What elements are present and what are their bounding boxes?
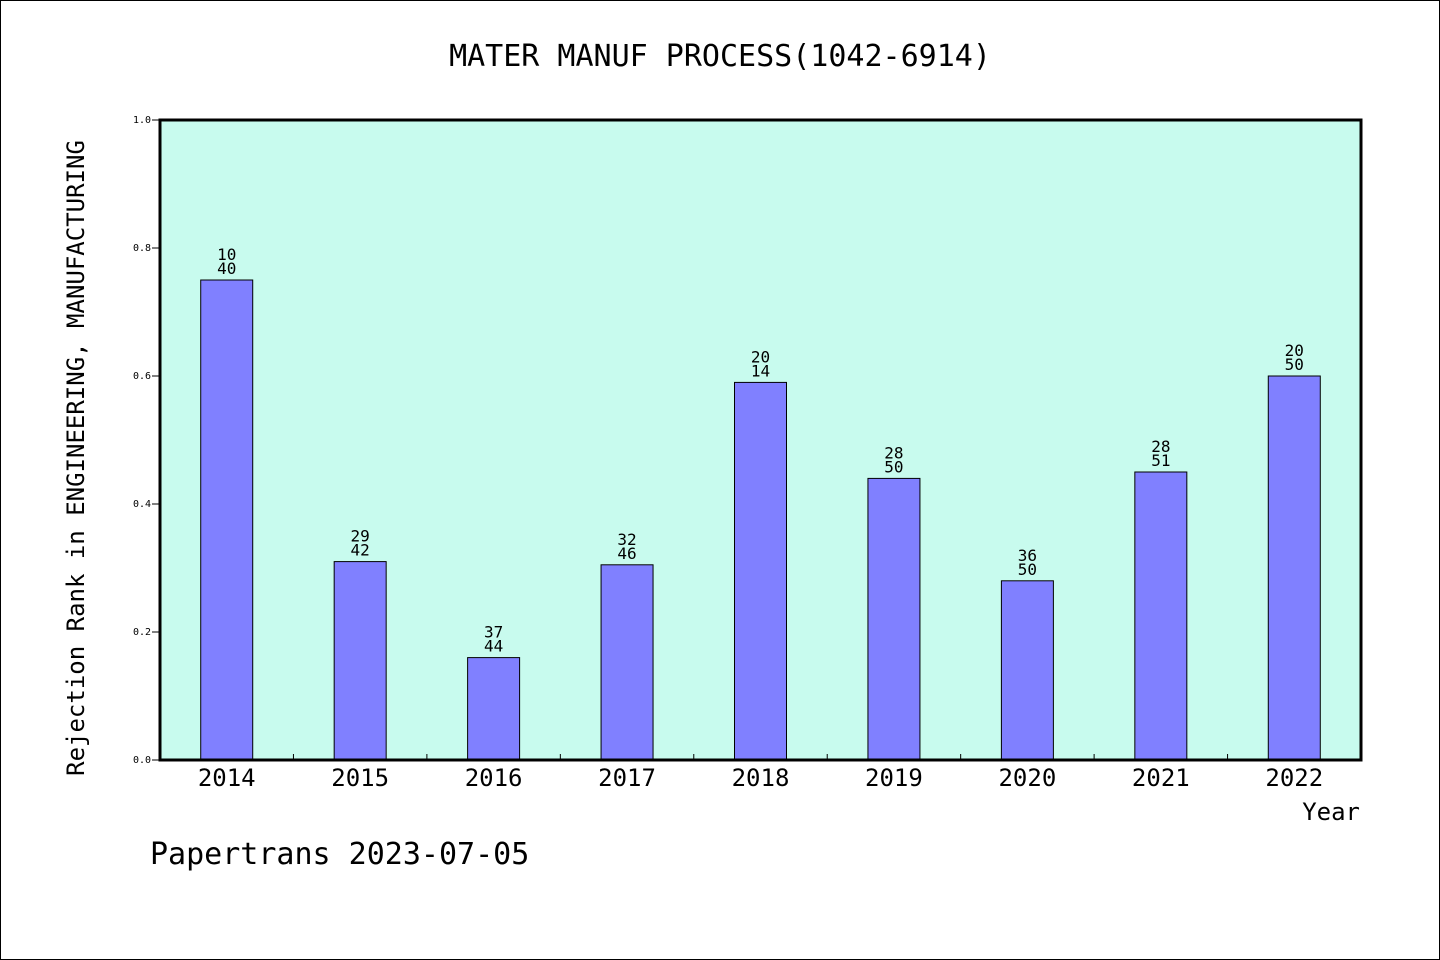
data-label-top: 28 [1151,437,1170,456]
data-label-bottom: 50 [884,457,903,476]
x-tick-label: 2022 [1265,764,1323,792]
y-tick-label: 0.0 [133,755,151,766]
y-tick-label: 0.8 [133,243,151,254]
data-label-bottom: 40 [217,259,236,278]
y-tick-label: 0.6 [133,371,151,382]
bar-2021 [1134,471,1188,761]
x-tick-label: 2019 [865,764,923,792]
bar-series [200,279,1321,761]
y-tick-label: 1.0 [133,115,151,126]
data-label-top: 37 [484,623,503,642]
data-label-top: 29 [351,527,370,546]
bar-2020 [1000,580,1054,761]
footer-text: Papertrans 2023-07-05 [150,837,529,872]
bar-2022 [1267,375,1321,761]
data-label-top: 28 [884,443,903,462]
data-label-bottom: 44 [484,637,503,656]
x-tick-label: 2015 [331,764,389,792]
bar-2018 [734,381,787,761]
x-axis-label: Year [1302,798,1360,826]
data-label-bottom: 14 [751,361,770,380]
bar-2015 [333,561,387,761]
chart-title: MATER MANUF PROCESS(1042-6914) [449,39,991,74]
plot-border [158,118,1363,762]
data-label-top: 20 [751,347,770,366]
data-label-bottom: 51 [1151,451,1170,470]
y-axis: 0.0 0.2 0.4 0.6 0.8 1.0 [133,115,160,766]
y-tick-label: 0.2 [133,627,151,638]
data-label-top: 20 [1285,341,1304,360]
data-label-top: 10 [217,245,236,264]
bar-2014 [200,279,254,761]
data-label-bottom: 42 [351,541,370,560]
data-label-top: 36 [1018,546,1037,565]
data-label-top: 32 [617,530,636,549]
y-axis-label: Rejection Rank in ENGINEERING, MANUFACTU… [62,140,90,776]
x-tick-label: 2021 [1132,764,1190,792]
x-tick-label: 2017 [598,764,656,792]
bar-2017 [600,564,654,761]
y-tick-label: 0.4 [133,499,151,510]
x-axis: 2014 2015 2016 2017 2018 2019 2020 2021 2022 [198,754,1323,792]
x-tick-label: 2020 [998,764,1056,792]
bar-2016 [467,657,521,761]
data-label-bottom: 50 [1018,560,1037,579]
x-tick-label: 2016 [465,764,523,792]
x-tick-label: 2018 [732,764,790,792]
data-label-bottom: 46 [617,544,636,563]
bar-2019 [867,477,921,761]
data-label-bottom: 50 [1285,355,1304,374]
x-tick-label: 2014 [198,764,256,792]
